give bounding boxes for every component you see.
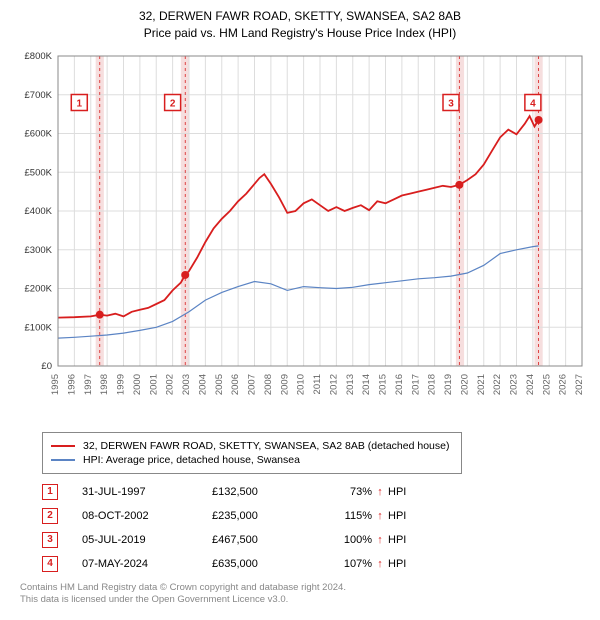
svg-text:£300K: £300K <box>25 244 53 255</box>
svg-text:2008: 2008 <box>263 374 274 395</box>
footer-line-2: This data is licensed under the Open Gov… <box>20 594 590 606</box>
legend: 32, DERWEN FAWR ROAD, SKETTY, SWANSEA, S… <box>42 432 462 474</box>
svg-text:2019: 2019 <box>443 374 454 395</box>
svg-text:2024: 2024 <box>525 374 536 395</box>
legend-label: 32, DERWEN FAWR ROAD, SKETTY, SWANSEA, S… <box>83 440 449 452</box>
marker-badge: 4 <box>42 556 58 572</box>
footer-line-1: Contains HM Land Registry data © Crown c… <box>20 582 590 594</box>
legend-swatch <box>51 445 75 447</box>
footer-attribution: Contains HM Land Registry data © Crown c… <box>20 582 590 607</box>
svg-text:2002: 2002 <box>165 374 176 395</box>
svg-text:1995: 1995 <box>50 374 61 395</box>
table-row: 1 31-JUL-1997 £132,500 73% ↑ HPI <box>42 480 590 504</box>
svg-text:2006: 2006 <box>230 374 241 395</box>
tx-pct: 73% <box>322 486 372 498</box>
svg-text:1: 1 <box>77 98 83 109</box>
svg-text:1998: 1998 <box>99 374 110 395</box>
tx-pct: 100% <box>322 534 372 546</box>
title-line-2: Price paid vs. HM Land Registry's House … <box>10 25 590 42</box>
svg-text:2014: 2014 <box>361 374 372 395</box>
svg-text:3: 3 <box>448 98 454 109</box>
svg-text:2022: 2022 <box>492 374 503 395</box>
svg-text:2023: 2023 <box>509 374 520 395</box>
transaction-table: 1 31-JUL-1997 £132,500 73% ↑ HPI 2 08-OC… <box>42 480 590 576</box>
tx-date: 08-OCT-2002 <box>82 510 212 522</box>
up-arrow-icon: ↑ <box>372 486 388 498</box>
tx-pct: 115% <box>322 510 372 522</box>
svg-text:2020: 2020 <box>459 374 470 395</box>
legend-item: HPI: Average price, detached house, Swan… <box>51 453 453 467</box>
svg-text:2015: 2015 <box>378 374 389 395</box>
up-arrow-icon: ↑ <box>372 510 388 522</box>
tx-date: 05-JUL-2019 <box>82 534 212 546</box>
svg-text:2010: 2010 <box>296 374 307 395</box>
chart-plot-area: £0 £100K £200K £300K £400K £500K £600K £700K £80… <box>10 46 590 426</box>
up-arrow-icon: ↑ <box>372 558 388 570</box>
svg-text:4: 4 <box>530 98 536 109</box>
tx-price: £235,000 <box>212 510 322 522</box>
tx-price: £635,000 <box>212 558 322 570</box>
svg-text:1997: 1997 <box>83 374 94 395</box>
svg-text:£0: £0 <box>41 361 52 372</box>
tx-pct: 107% <box>322 558 372 570</box>
chart-container: 32, DERWEN FAWR ROAD, SKETTY, SWANSEA, S… <box>0 0 600 616</box>
svg-text:£500K: £500K <box>25 167 53 178</box>
svg-text:£700K: £700K <box>25 89 53 100</box>
tx-hpi-label: HPI <box>388 486 418 498</box>
svg-text:1999: 1999 <box>116 374 127 395</box>
svg-text:2017: 2017 <box>410 374 421 395</box>
legend-item: 32, DERWEN FAWR ROAD, SKETTY, SWANSEA, S… <box>51 439 453 453</box>
svg-text:2007: 2007 <box>247 374 258 395</box>
svg-text:2026: 2026 <box>558 374 569 395</box>
tx-date: 07-MAY-2024 <box>82 558 212 570</box>
svg-text:£200K: £200K <box>25 283 53 294</box>
table-row: 3 05-JUL-2019 £467,500 100% ↑ HPI <box>42 528 590 552</box>
tx-hpi-label: HPI <box>388 558 418 570</box>
svg-text:2001: 2001 <box>148 374 159 395</box>
title-line-1: 32, DERWEN FAWR ROAD, SKETTY, SWANSEA, S… <box>10 8 590 25</box>
svg-text:£100K: £100K <box>25 322 53 333</box>
legend-label: HPI: Average price, detached house, Swan… <box>83 454 300 466</box>
svg-text:2021: 2021 <box>476 374 487 395</box>
svg-text:£600K: £600K <box>25 128 53 139</box>
tx-date: 31-JUL-1997 <box>82 486 212 498</box>
marker-badge: 2 <box>42 508 58 524</box>
marker-badge: 1 <box>42 484 58 500</box>
chart-title: 32, DERWEN FAWR ROAD, SKETTY, SWANSEA, S… <box>10 8 590 42</box>
table-row: 2 08-OCT-2002 £235,000 115% ↑ HPI <box>42 504 590 528</box>
svg-text:2003: 2003 <box>181 374 192 395</box>
svg-text:2: 2 <box>170 98 176 109</box>
marker-badge: 3 <box>42 532 58 548</box>
tx-hpi-label: HPI <box>388 534 418 546</box>
svg-text:2000: 2000 <box>132 374 143 395</box>
svg-text:2005: 2005 <box>214 374 225 395</box>
svg-text:2025: 2025 <box>541 374 552 395</box>
legend-swatch <box>51 459 75 461</box>
chart-svg: £0 £100K £200K £300K £400K £500K £600K £700K £80… <box>10 46 590 426</box>
svg-text:2004: 2004 <box>197 374 208 395</box>
table-row: 4 07-MAY-2024 £635,000 107% ↑ HPI <box>42 552 590 576</box>
svg-text:2012: 2012 <box>328 374 339 395</box>
tx-price: £132,500 <box>212 486 322 498</box>
tx-hpi-label: HPI <box>388 510 418 522</box>
svg-text:£800K: £800K <box>25 51 53 62</box>
svg-text:2016: 2016 <box>394 374 405 395</box>
svg-text:£400K: £400K <box>25 206 53 217</box>
tx-price: £467,500 <box>212 534 322 546</box>
svg-text:2018: 2018 <box>427 374 438 395</box>
svg-text:1996: 1996 <box>66 374 77 395</box>
svg-text:2009: 2009 <box>279 374 290 395</box>
svg-text:2013: 2013 <box>345 374 356 395</box>
svg-text:2027: 2027 <box>574 374 585 395</box>
up-arrow-icon: ↑ <box>372 534 388 546</box>
svg-text:2011: 2011 <box>312 374 323 394</box>
